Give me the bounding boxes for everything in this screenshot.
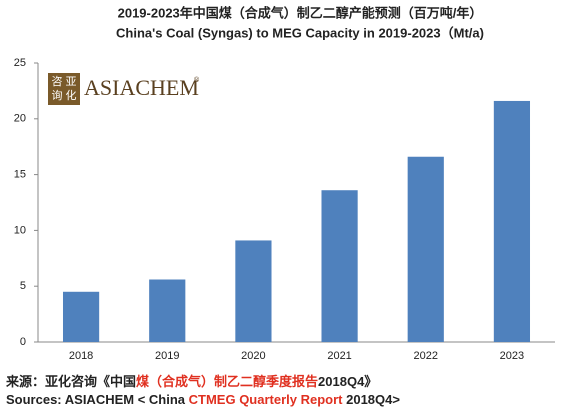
y-tick-label: 15 [14,169,26,181]
source-part: 煤（合成气）制乙二醇季度报告 [136,374,318,389]
logo-name: ASIACHEM [84,75,199,100]
bar [493,100,531,342]
x-tick-label: 2021 [327,350,351,362]
chart-subtitle: China's Coal (Syngas) to MEG Capacity in… [116,25,484,40]
source-zh: 来源：亚化咨询《中国煤（合成气）制乙二醇季度报告2018Q4》 [5,374,377,389]
bar [149,279,186,342]
y-tick-label: 0 [20,336,26,348]
source-part: 2018Q4》 [318,374,377,389]
bar [321,190,358,342]
source-part: Sources: ASIACHEM < China [6,392,189,407]
chart-title: 2019-2023年中国煤（合成气）制乙二醇产能预测（百万吨/年） [118,5,483,20]
y-tick-label: 20 [14,113,26,125]
x-tick-label: 2018 [69,350,93,362]
logo-char: 询 [52,89,63,102]
logo-mark: ® [194,76,200,84]
y-tick-label: 5 [20,280,26,292]
bar [407,156,444,342]
x-tick-label: 2020 [241,350,265,362]
x-tick-label: 2022 [414,350,438,362]
logo-stamp [48,73,80,105]
x-tick-label: 2019 [155,350,179,362]
source-part: 2018Q4> [343,392,401,407]
logo-char: 化 [66,88,77,102]
x-tick-label: 2023 [500,350,524,362]
logo-char: 咨 [52,74,63,88]
logo-char: 亚 [66,76,77,88]
bar [235,240,272,342]
bar [62,291,100,342]
source-part: 来源：亚化咨询《中国 [5,374,136,389]
source-en: Sources: ASIACHEM < China CTMEG Quarterl… [6,392,400,407]
y-tick-label: 10 [14,224,26,236]
source-part: CTMEG Quarterly Report [189,392,344,407]
y-tick-label: 25 [14,57,26,69]
